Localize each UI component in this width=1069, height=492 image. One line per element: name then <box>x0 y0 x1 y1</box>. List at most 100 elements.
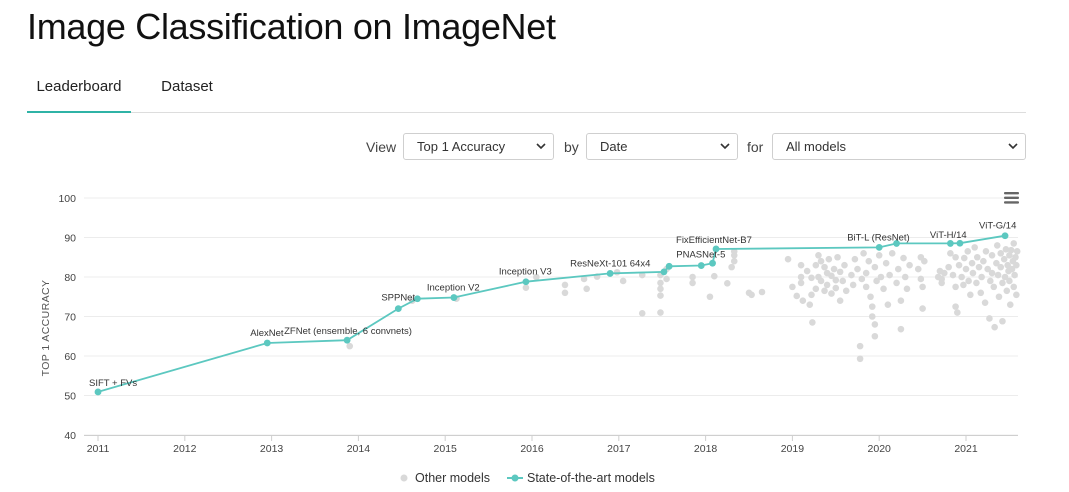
other-model-point[interactable] <box>848 271 855 279</box>
other-model-point[interactable] <box>871 321 879 328</box>
other-model-point[interactable] <box>862 269 870 277</box>
sota-point[interactable] <box>94 388 102 396</box>
other-model-point[interactable] <box>797 261 805 269</box>
other-model-point[interactable] <box>799 297 807 304</box>
other-model-point[interactable] <box>962 265 970 273</box>
other-model-point[interactable] <box>856 355 864 363</box>
other-model-point[interactable] <box>346 342 354 350</box>
other-model-point[interactable] <box>724 280 731 287</box>
other-model-point[interactable] <box>973 253 981 261</box>
sota-point[interactable] <box>660 268 668 276</box>
other-model-point[interactable] <box>875 251 883 259</box>
other-model-point[interactable] <box>793 292 801 300</box>
other-model-point[interactable] <box>828 272 835 280</box>
other-model-point[interactable] <box>982 248 990 255</box>
other-model-point[interactable] <box>977 289 985 297</box>
sota-point[interactable] <box>522 278 530 286</box>
other-model-point[interactable] <box>952 253 959 261</box>
other-model-point[interactable] <box>1000 255 1008 263</box>
other-model-point[interactable] <box>812 261 820 269</box>
other-model-point[interactable] <box>997 263 1005 271</box>
other-model-point[interactable] <box>862 283 870 291</box>
other-model-point[interactable] <box>817 257 825 265</box>
other-model-point[interactable] <box>1013 261 1020 269</box>
other-model-point[interactable] <box>919 305 926 312</box>
other-model-point[interactable] <box>789 283 796 291</box>
other-model-point[interactable] <box>880 285 887 293</box>
other-model-point[interactable] <box>991 323 998 331</box>
other-model-point[interactable] <box>893 279 900 287</box>
other-model-point[interactable] <box>984 265 991 273</box>
other-model-point[interactable] <box>841 261 848 269</box>
sota-point[interactable] <box>946 240 954 247</box>
other-model-point[interactable] <box>834 253 841 261</box>
other-model-point[interactable] <box>797 273 805 281</box>
other-model-point[interactable] <box>994 271 1002 279</box>
other-model-point[interactable] <box>1011 271 1018 279</box>
other-model-point[interactable] <box>522 284 530 291</box>
other-model-point[interactable] <box>561 281 569 289</box>
hamburger-menu-icon[interactable] <box>1004 192 1019 204</box>
other-model-point[interactable] <box>809 319 816 326</box>
other-model-point[interactable] <box>988 269 996 277</box>
other-model-point[interactable] <box>817 277 825 285</box>
other-model-point[interactable] <box>900 254 907 262</box>
other-model-point[interactable] <box>990 283 998 291</box>
view-select[interactable]: Top 1 Accuracy <box>403 133 554 160</box>
other-model-point[interactable] <box>849 281 857 289</box>
other-model-point[interactable] <box>1006 277 1013 285</box>
other-model-point[interactable] <box>886 271 893 279</box>
other-model-point[interactable] <box>1003 287 1011 295</box>
other-model-point[interactable] <box>706 293 714 301</box>
other-model-point[interactable] <box>728 263 735 271</box>
other-model-point[interactable] <box>1010 283 1018 291</box>
sota-point[interactable] <box>414 295 421 303</box>
other-model-point[interactable] <box>882 259 890 267</box>
other-model-point[interactable] <box>1006 251 1013 259</box>
other-model-point[interactable] <box>955 261 963 269</box>
other-model-point[interactable] <box>952 303 959 310</box>
legend-item-other-models[interactable]: Other models <box>400 471 491 485</box>
other-model-point[interactable] <box>748 291 755 299</box>
other-model-point[interactable] <box>938 279 945 287</box>
by-select[interactable]: Date <box>586 133 738 160</box>
other-model-point[interactable] <box>657 279 664 287</box>
other-model-point[interactable] <box>968 259 976 267</box>
other-model-point[interactable] <box>823 281 831 289</box>
other-model-point[interactable] <box>758 288 766 296</box>
other-model-point[interactable] <box>815 251 822 259</box>
other-model-point[interactable] <box>830 265 838 273</box>
other-model-point[interactable] <box>860 250 867 257</box>
other-model-point[interactable] <box>821 287 828 295</box>
tab-dataset[interactable]: Dataset <box>161 78 213 95</box>
other-model-point[interactable] <box>858 275 866 283</box>
other-model-point[interactable] <box>851 255 859 263</box>
other-model-point[interactable] <box>657 292 664 299</box>
other-model-point[interactable] <box>836 268 844 276</box>
other-model-point[interactable] <box>871 263 879 271</box>
other-model-point[interactable] <box>832 284 840 292</box>
other-model-point[interactable] <box>997 250 1005 257</box>
other-model-point[interactable] <box>960 254 968 262</box>
other-model-point[interactable] <box>806 301 814 308</box>
other-model-point[interactable] <box>980 257 987 265</box>
other-model-point[interactable] <box>533 273 540 281</box>
sota-point[interactable] <box>709 259 716 267</box>
sota-point[interactable] <box>343 336 351 344</box>
other-model-point[interactable] <box>897 297 905 304</box>
other-model-point[interactable] <box>657 285 664 293</box>
other-model-point[interactable] <box>561 289 569 297</box>
other-model-point[interactable] <box>954 309 961 316</box>
other-model-point[interactable] <box>897 325 905 333</box>
other-model-point[interactable] <box>960 281 967 289</box>
other-model-point[interactable] <box>971 244 978 251</box>
other-model-point[interactable] <box>975 263 983 271</box>
other-model-point[interactable] <box>854 265 861 273</box>
other-model-point[interactable] <box>987 277 994 285</box>
other-model-point[interactable] <box>865 257 873 265</box>
sota-point[interactable] <box>1001 232 1009 240</box>
legend-item-sota-models[interactable]: State-of-the-art models <box>507 471 655 485</box>
sota-point[interactable] <box>697 262 705 269</box>
other-model-point[interactable] <box>1010 240 1018 247</box>
other-model-point[interactable] <box>580 275 588 283</box>
